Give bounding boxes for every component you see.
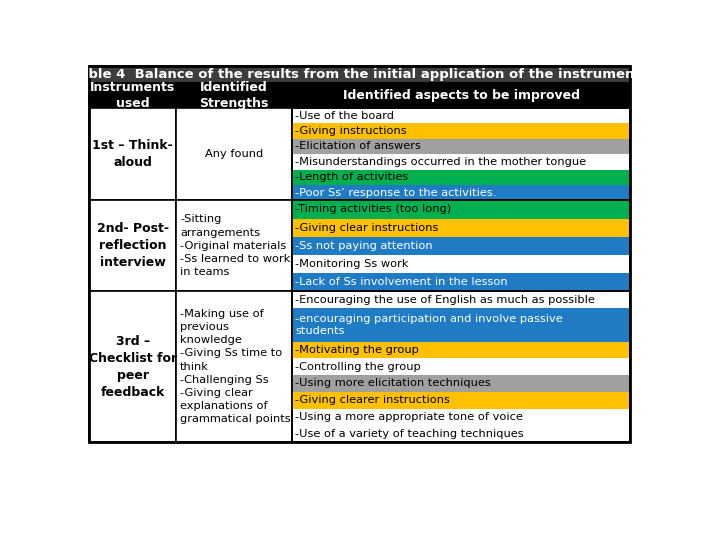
Text: -Length of activities: -Length of activities: [296, 172, 409, 182]
Text: -Poor Ss’ response to the activities.: -Poor Ss’ response to the activities.: [296, 187, 497, 198]
Bar: [89, 200, 176, 291]
Bar: [292, 200, 630, 291]
Bar: [292, 185, 630, 200]
Bar: [176, 291, 292, 442]
Bar: [292, 342, 630, 358]
Bar: [292, 218, 630, 237]
Bar: [292, 170, 630, 185]
Bar: [292, 273, 630, 291]
Bar: [176, 108, 292, 200]
Bar: [292, 200, 630, 291]
Bar: [292, 200, 630, 218]
Text: -Motivating the group: -Motivating the group: [296, 345, 419, 355]
Bar: [292, 123, 630, 139]
Text: Identified aspects to be improved: Identified aspects to be improved: [343, 89, 580, 102]
Text: -Giving clear instructions: -Giving clear instructions: [296, 223, 439, 233]
Text: -Using more elicitation techniques: -Using more elicitation techniques: [296, 379, 491, 388]
Text: -Giving instructions: -Giving instructions: [296, 126, 407, 136]
Bar: [292, 83, 630, 108]
Text: Any found: Any found: [205, 149, 263, 159]
Text: -Making use of
previous
knowledge
-Giving Ss time to
think
-Challenging Ss
-Givi: -Making use of previous knowledge -Givin…: [180, 309, 294, 425]
Bar: [292, 139, 630, 154]
Bar: [292, 392, 630, 409]
Text: 1st – Think-
aloud: 1st – Think- aloud: [93, 139, 173, 169]
Text: -Timing activities (too long): -Timing activities (too long): [296, 205, 451, 215]
Text: -Elicitation of answers: -Elicitation of answers: [296, 142, 421, 152]
Bar: [292, 108, 630, 200]
Text: -Use of a variety of teaching techniques: -Use of a variety of teaching techniques: [296, 429, 524, 439]
Text: Instruments
used: Instruments used: [90, 81, 176, 110]
Text: -Using a more appropriate tone of voice: -Using a more appropriate tone of voice: [296, 412, 523, 422]
Text: -Misunderstandings occurred in the mother tongue: -Misunderstandings occurred in the mothe…: [296, 157, 587, 167]
Text: -Sitting
arrangements
-Original materials
-Ss learned to work
in teams: -Sitting arrangements -Original material…: [180, 214, 291, 277]
Bar: [176, 83, 292, 108]
Text: -Encouraging the use of English as much as possible: -Encouraging the use of English as much …: [296, 295, 595, 304]
Text: -Lack of Ss involvement in the lesson: -Lack of Ss involvement in the lesson: [296, 277, 508, 287]
Bar: [292, 375, 630, 392]
Bar: [292, 291, 630, 442]
Text: -Monitoring Ss work: -Monitoring Ss work: [296, 259, 409, 269]
Text: 3rd –
Checklist for
peer
feedback: 3rd – Checklist for peer feedback: [88, 335, 177, 399]
Text: -encouraging participation and involve passive
students: -encouraging participation and involve p…: [296, 314, 563, 336]
Text: Identified
Strengths: Identified Strengths: [199, 81, 269, 110]
Text: Table 4  Balance of the results from the initial application of the instruments: Table 4 Balance of the results from the …: [72, 68, 648, 81]
Bar: [292, 237, 630, 255]
Text: 2nd- Post-
reflection
interview: 2nd- Post- reflection interview: [97, 222, 168, 269]
Bar: [292, 291, 630, 442]
Text: -Use of the board: -Use of the board: [296, 111, 395, 121]
Text: -Ss not paying attention: -Ss not paying attention: [296, 241, 433, 251]
Bar: [292, 108, 630, 200]
Bar: [176, 200, 292, 291]
Bar: [89, 108, 176, 200]
Bar: [89, 291, 176, 442]
Bar: [292, 308, 630, 342]
Bar: [89, 66, 630, 83]
Bar: [89, 83, 176, 108]
Text: -Controlling the group: -Controlling the group: [296, 362, 421, 372]
Text: -Giving clearer instructions: -Giving clearer instructions: [296, 395, 450, 405]
